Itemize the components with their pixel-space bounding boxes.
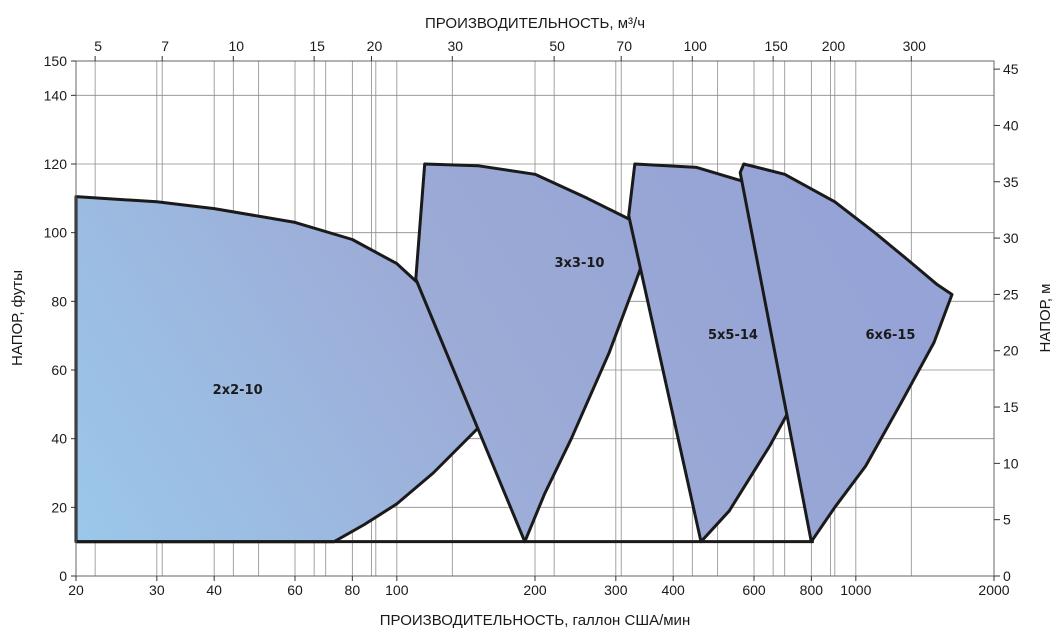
top-tick-label-10: 10 (229, 38, 245, 54)
right-tick-label-35: 35 (1003, 174, 1019, 190)
region-3x3-10 (414, 162, 654, 544)
bottom-tick-label-60: 60 (287, 582, 303, 598)
top-tick-label-15: 15 (309, 38, 325, 54)
top-tick-label-5: 5 (94, 38, 102, 54)
bottom-axis-title: ПРОИЗВОДИТЕЛЬНОСТЬ, галлон США/мин (380, 612, 690, 629)
bottom-tick-label-100: 100 (385, 582, 409, 598)
right-tick-label-5: 5 (1003, 512, 1011, 528)
right-tick-label-10: 10 (1003, 455, 1019, 471)
top-tick-label-100: 100 (684, 38, 708, 54)
top-tick-label-300: 300 (903, 38, 927, 54)
top-tick-label-7: 7 (161, 38, 169, 54)
bottom-tick-label-400: 400 (661, 582, 685, 598)
left-tick-label-80: 80 (51, 293, 67, 309)
left-axis-title: НАПОР, футы (9, 270, 26, 366)
region-labels: 2x2-10 3x3-10 5x5-14 6x6-15 (213, 256, 916, 398)
bottom-tick-label-40: 40 (206, 582, 222, 598)
top-tick-label-70: 70 (616, 38, 632, 54)
bottom-tick-label-30: 30 (149, 582, 165, 598)
left-tick-label-0: 0 (59, 568, 67, 584)
region-6x6-15 (738, 162, 954, 544)
right-tick-label-45: 45 (1003, 61, 1019, 77)
right-tick-label-40: 40 (1003, 117, 1019, 133)
bottom-tick-label-80: 80 (345, 582, 361, 598)
top-tick-label-150: 150 (764, 38, 788, 54)
bottom-tick-label-1000: 1000 (840, 582, 871, 598)
region-label-6x6-15: 6x6-15 (866, 328, 916, 343)
top-tick-label-20: 20 (367, 38, 383, 54)
right-tick-label-0: 0 (1003, 568, 1011, 584)
performance-regions (74, 162, 954, 544)
left-tick-label-140: 140 (44, 87, 68, 103)
right-tick-label-20: 20 (1003, 343, 1019, 359)
right-tick-label-15: 15 (1003, 399, 1019, 415)
left-tick-label-120: 120 (44, 156, 68, 172)
top-tick-label-50: 50 (549, 38, 565, 54)
left-tick-label-20: 20 (51, 499, 67, 515)
region-label-3x3-10: 3x3-10 (554, 256, 604, 271)
right-tick-label-30: 30 (1003, 230, 1019, 246)
bottom-tick-label-300: 300 (604, 582, 628, 598)
left-tick-label-150: 150 (44, 53, 68, 69)
bottom-tick-label-800: 800 (800, 582, 824, 598)
top-tick-label-200: 200 (822, 38, 846, 54)
right-tick-label-25: 25 (1003, 286, 1019, 302)
bottom-tick-label-200: 200 (523, 582, 547, 598)
top-tick-label-30: 30 (448, 38, 464, 54)
right-axis-title: НАПОР, м (1037, 284, 1054, 353)
bottom-tick-label-20: 20 (68, 582, 84, 598)
top-axis-title: ПРОИЗВОДИТЕЛЬНОСТЬ, м³/ч (425, 15, 645, 32)
bottom-tick-label-2000: 2000 (978, 582, 1009, 598)
left-tick-label-40: 40 (51, 431, 67, 447)
bottom-tick-label-600: 600 (742, 582, 766, 598)
left-tick-label-60: 60 (51, 362, 67, 378)
left-tick-label-100: 100 (44, 225, 68, 241)
region-label-2x2-10: 2x2-10 (213, 383, 263, 398)
region-label-5x5-14: 5x5-14 (708, 328, 758, 343)
